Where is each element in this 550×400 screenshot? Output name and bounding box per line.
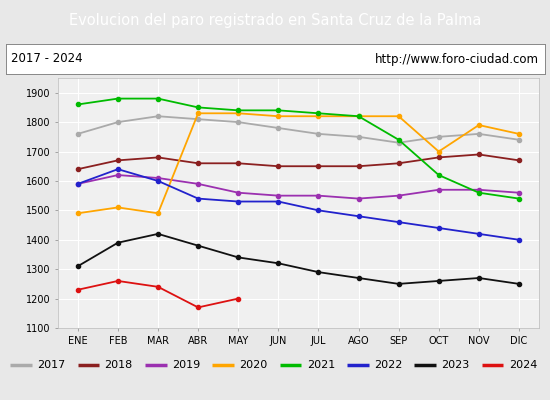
Text: 2021: 2021 [307,360,335,370]
Text: 2023: 2023 [442,360,470,370]
Text: Evolucion del paro registrado en Santa Cruz de la Palma: Evolucion del paro registrado en Santa C… [69,14,481,28]
Text: 2017 - 2024: 2017 - 2024 [11,52,82,66]
Text: 2022: 2022 [374,360,403,370]
Text: 2019: 2019 [172,360,200,370]
Text: http://www.foro-ciudad.com: http://www.foro-ciudad.com [375,52,539,66]
Text: 2018: 2018 [104,360,133,370]
Text: 2020: 2020 [239,360,267,370]
Text: 2017: 2017 [37,360,65,370]
Text: 2024: 2024 [509,360,537,370]
